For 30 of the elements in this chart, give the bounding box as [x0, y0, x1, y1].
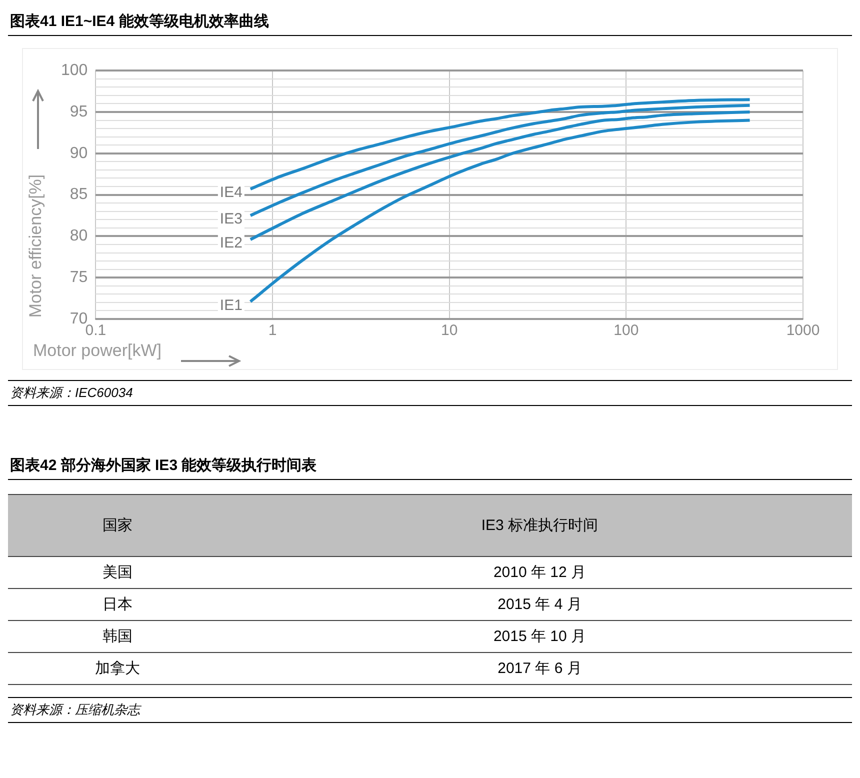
text: 2015 年 4 月: [496, 595, 583, 615]
y-tick-label: 95: [70, 103, 88, 120]
y-axis-title: Motor efficiency[%]: [26, 173, 46, 320]
text: 资料来源：压缩机杂志: [8, 697, 852, 723]
y-tick-label: 85: [70, 186, 88, 204]
y-tick-label: 70: [70, 310, 88, 328]
text: 资料来源：IEC60034: [8, 380, 852, 406]
text: 图表42 部分海外国家 IE3 能效等级执行时间表: [8, 452, 852, 480]
series-label: IE2: [220, 234, 242, 252]
x-tick-label: 0.1: [85, 322, 106, 340]
x-axis-title: Motor power[kW]: [33, 341, 162, 361]
x-tick-label: 10: [441, 322, 458, 340]
text: 美国: [102, 563, 134, 583]
y-tick-label: 75: [70, 269, 88, 286]
text: 加拿大: [94, 659, 142, 679]
text: 日本: [102, 595, 134, 615]
series-label: IE1: [220, 296, 242, 314]
series-label: IE3: [220, 210, 242, 228]
x-tick-label: 1: [268, 322, 277, 340]
series-label: IE4: [220, 184, 242, 202]
y-tick-label: 80: [70, 228, 88, 245]
x-tick-label: 100: [614, 322, 639, 340]
chart-title: 图表41 IE1~IE4 能效等级电机效率曲线: [8, 8, 852, 36]
y-tick-label: 100: [60, 62, 88, 80]
text: 2017 年 6 月: [496, 659, 583, 679]
text: 2010 年 12 月: [492, 563, 587, 583]
y-tick-label: 90: [70, 144, 88, 162]
text: 2015 年 10 月: [492, 627, 587, 647]
x-tick-label: 1000: [786, 322, 820, 340]
text: 韩国: [102, 627, 134, 647]
